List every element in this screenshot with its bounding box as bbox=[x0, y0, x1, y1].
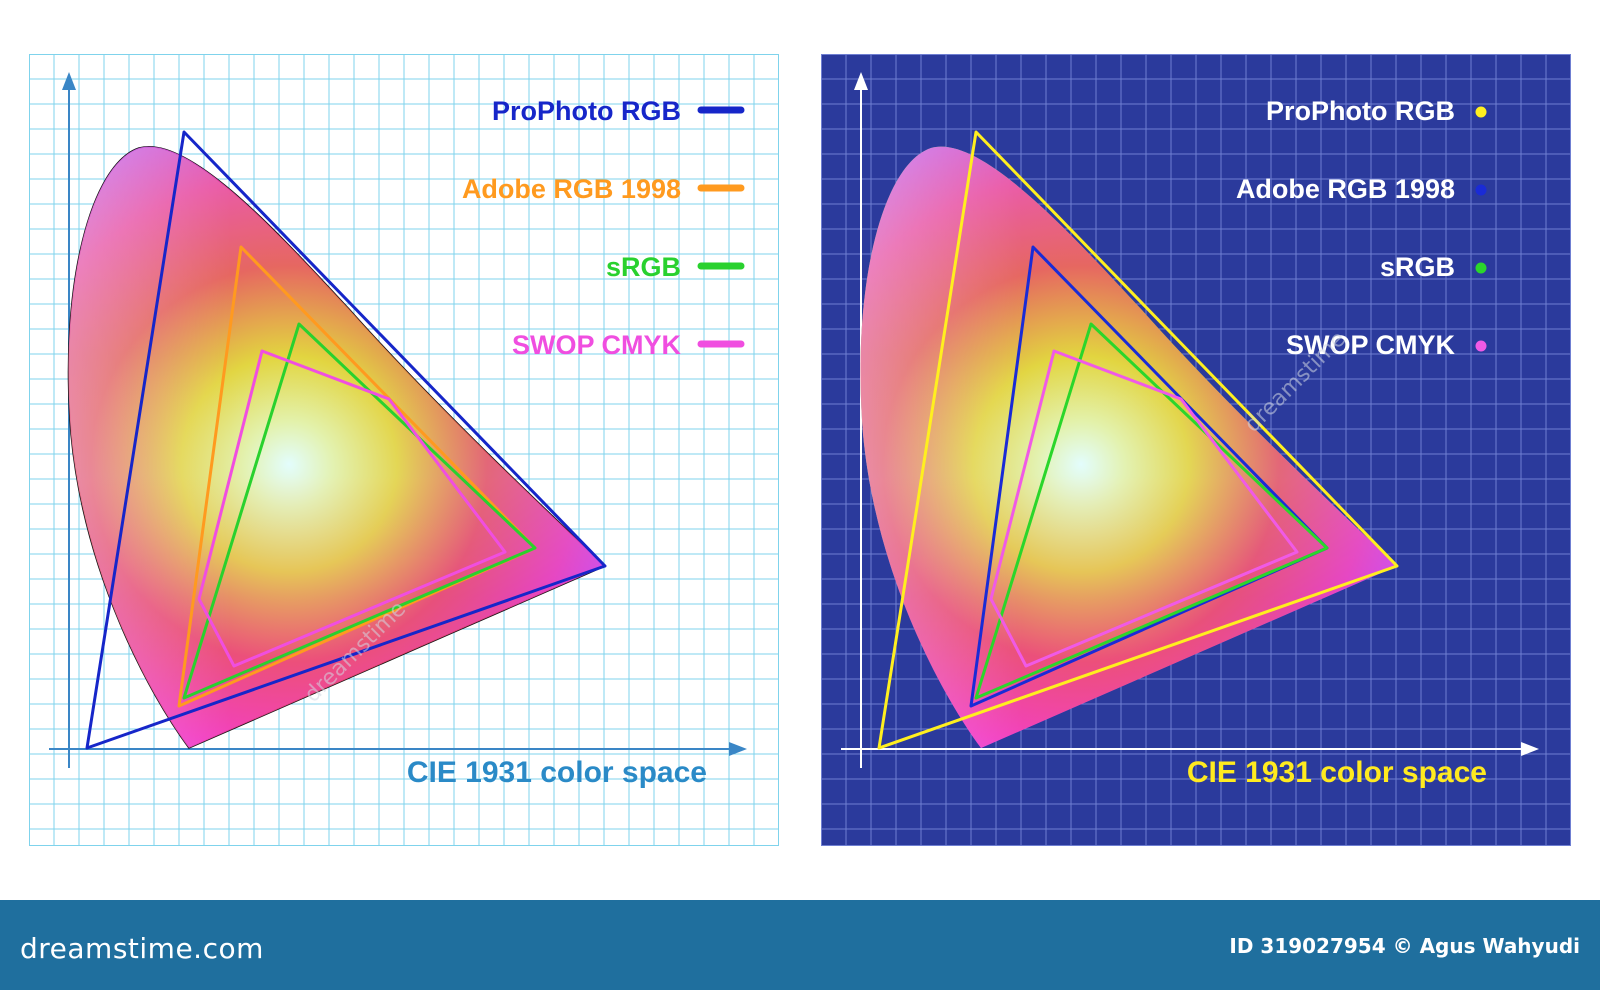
legend-label: sRGB bbox=[606, 252, 681, 282]
cie-diagram-svg: ProPhoto RGB Adobe RGB 1998 sRGB SWOP CMYK C… bbox=[29, 54, 779, 846]
legend-label: ProPhoto RGB bbox=[492, 96, 681, 126]
legend-label: sRGB bbox=[1380, 252, 1455, 282]
legend-label: ProPhoto RGB bbox=[1266, 96, 1455, 126]
diagram-title: CIE 1931 color space bbox=[1187, 756, 1487, 789]
axes bbox=[49, 72, 747, 768]
legend-label: Adobe RGB 1998 bbox=[1236, 174, 1455, 204]
legend-label: SWOP CMYK bbox=[1286, 330, 1456, 360]
axes bbox=[841, 72, 1539, 768]
legend-label: SWOP CMYK bbox=[512, 330, 682, 360]
prophoto-gamut bbox=[85, 130, 607, 750]
legend-label: Adobe RGB 1998 bbox=[462, 174, 681, 204]
cie-diagram-dark-panel: ProPhoto RGB Adobe RGB 1998 sRGB SWOP CMYK C… bbox=[821, 54, 1571, 846]
legend-marker bbox=[1475, 340, 1487, 352]
diagram-title: CIE 1931 color space bbox=[407, 756, 707, 789]
spectral-locus-highlight bbox=[68, 146, 606, 748]
spectral-locus-highlight bbox=[860, 146, 1397, 748]
legend-marker bbox=[1475, 262, 1487, 274]
swop-cmyk-gamut bbox=[197, 349, 507, 668]
footer-credit: ID 319027954 © Agus Wahyudi bbox=[1229, 934, 1580, 958]
footer-brand[interactable]: dreamstime.com bbox=[20, 932, 264, 965]
cie-diagram-svg: ProPhoto RGB Adobe RGB 1998 sRGB SWOP CMYK C… bbox=[821, 54, 1571, 846]
prophoto-gamut bbox=[877, 130, 1399, 750]
legend-marker bbox=[1475, 184, 1487, 196]
legend-marker bbox=[1475, 106, 1487, 118]
cie-diagram-light-panel: ProPhoto RGB Adobe RGB 1998 sRGB SWOP CMYK C… bbox=[29, 54, 779, 846]
swop-cmyk-gamut bbox=[989, 349, 1299, 668]
footer-bar: dreamstime.com ID 319027954 © Agus Wahyu… bbox=[0, 900, 1600, 990]
